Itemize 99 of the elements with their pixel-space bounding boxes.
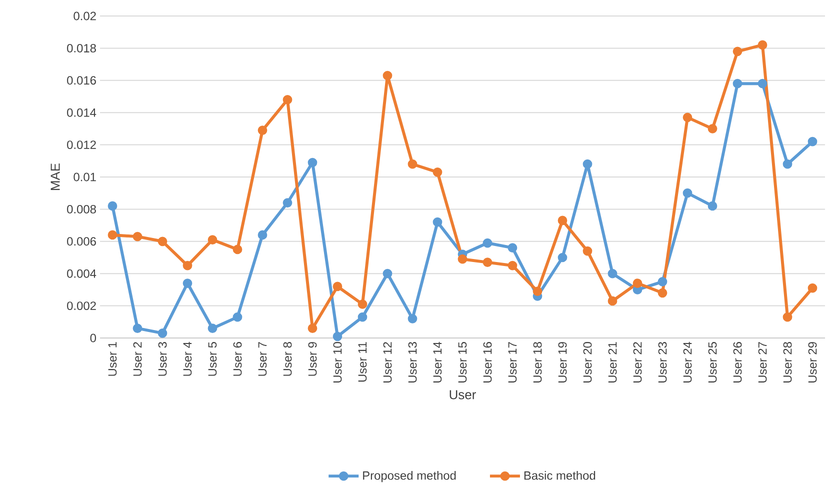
point	[108, 201, 118, 211]
point	[432, 217, 442, 227]
x-tick-label: User 24	[683, 342, 692, 382]
x-tick-label: User 9	[308, 342, 317, 376]
point	[232, 312, 242, 322]
x-tick-label: User 26	[733, 342, 742, 382]
point	[158, 236, 168, 246]
point	[282, 198, 292, 208]
point	[508, 243, 518, 253]
point	[108, 230, 118, 240]
x-tick-label: User 7	[258, 342, 267, 376]
x-tick-label: User 4	[183, 342, 192, 376]
y-tick-label: 0.002	[67, 302, 96, 310]
y-axis-title: MAE	[50, 164, 60, 190]
x-tick-label: User 14	[433, 342, 442, 382]
point	[208, 235, 218, 244]
x-tick-label: User 19	[558, 342, 567, 382]
x-tick-label: User 6	[233, 342, 242, 376]
x-tick-label: User 5	[208, 342, 217, 376]
x-tick-label: User 11	[358, 342, 367, 382]
point	[632, 278, 642, 288]
y-tick-label: 0.018	[67, 44, 96, 52]
point	[508, 260, 518, 270]
point	[808, 136, 818, 146]
point	[382, 70, 392, 80]
point	[608, 268, 618, 278]
point	[308, 324, 318, 334]
point	[782, 312, 792, 322]
point	[758, 40, 768, 50]
x-tick-label: User 3	[158, 342, 167, 376]
legend-label: Proposed method	[363, 470, 456, 482]
x-tick-label: User 23	[658, 342, 667, 382]
point	[658, 288, 668, 298]
point	[232, 244, 242, 254]
point	[258, 230, 268, 240]
y-tick-label: 0	[90, 334, 96, 342]
point	[582, 246, 592, 256]
point	[558, 252, 568, 262]
x-tick-label: User 1	[108, 342, 117, 376]
x-tick-label: User 2	[133, 342, 142, 376]
y-tick-label: 0.02	[74, 12, 96, 20]
x-tick-label: User 13	[408, 342, 417, 382]
x-tick-label: User 22	[633, 342, 642, 382]
point	[332, 282, 342, 292]
point	[408, 314, 418, 324]
point	[682, 112, 692, 122]
point	[532, 286, 542, 296]
legend-label: Basic method	[524, 470, 596, 480]
x-tick-label: User 28	[783, 342, 792, 382]
point	[758, 78, 768, 88]
point	[432, 167, 442, 177]
point	[558, 216, 568, 226]
point	[208, 324, 218, 334]
point	[708, 124, 718, 134]
x-tick-label: User 25	[708, 342, 717, 382]
point	[258, 126, 268, 135]
point	[482, 258, 492, 268]
point	[582, 159, 592, 169]
x-tick-label: User 15	[458, 342, 467, 382]
x-tick-label: User 8	[283, 342, 292, 376]
y-tick-label: 0.004	[67, 269, 96, 278]
x-tick-label: User 20	[583, 342, 592, 382]
point	[282, 95, 292, 104]
y-tick-label: 0.008	[67, 204, 96, 214]
y-tick-label: 0.012	[67, 140, 96, 150]
x-axis-title: User	[450, 390, 476, 400]
x-tick-label: User 29	[808, 342, 817, 382]
y-tick-label: 0.006	[67, 237, 96, 246]
point	[682, 188, 692, 198]
point	[182, 278, 192, 288]
point	[708, 201, 718, 211]
point	[458, 254, 468, 264]
point	[182, 260, 192, 270]
x-tick-label: User 10	[333, 342, 342, 382]
point	[658, 276, 668, 286]
y-tick-label: 0.01	[74, 172, 96, 182]
point	[308, 158, 318, 168]
y-tick-label: 0.014	[67, 108, 96, 117]
point	[132, 232, 142, 242]
x-tick-label: User 16	[483, 342, 492, 382]
x-tick-label: User 21	[608, 342, 617, 382]
x-tick-label: User 27	[758, 342, 767, 382]
point	[732, 46, 742, 56]
point	[482, 238, 492, 248]
point	[608, 296, 618, 306]
point	[358, 312, 368, 322]
y-tick-label: 0.016	[67, 76, 96, 85]
point	[782, 159, 792, 169]
point	[132, 324, 142, 334]
x-tick-label: User 17	[508, 342, 517, 382]
point	[808, 283, 818, 293]
point	[732, 78, 742, 88]
point	[382, 268, 392, 278]
x-tick-label: User 18	[533, 342, 542, 382]
point	[408, 159, 418, 169]
point	[358, 300, 368, 309]
point	[332, 332, 342, 342]
x-tick-label: User 12	[383, 342, 392, 382]
point	[158, 328, 168, 338]
